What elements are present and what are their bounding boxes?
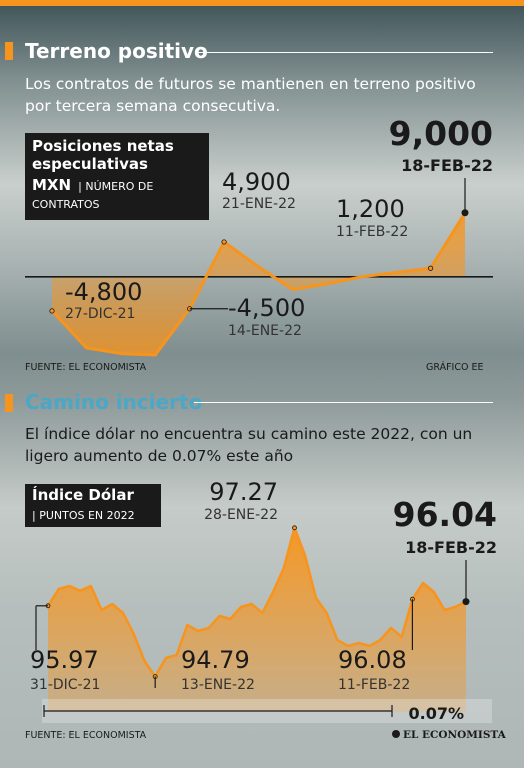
section1-intro: Los contratos de futuros se mantienen en… — [25, 75, 476, 115]
chart2-date-label-2: 28-ENE-22 — [204, 507, 278, 523]
chart1-value-label-1: -4,500 — [228, 294, 305, 322]
chart2-date-label-1: 13-ENE-22 — [181, 677, 255, 693]
chart1-box-title: Posiciones netas especulativas — [32, 137, 174, 173]
chart1-box-mxn: MXN — [32, 176, 72, 194]
chart2-value-label-4: 96.04 — [393, 495, 497, 534]
section1-title: Terreno positivo — [25, 39, 208, 63]
chart1-date-label-4: 18-FEB-22 — [401, 156, 493, 175]
chart2-source: FUENTE: EL ECONOMISTA — [25, 730, 147, 741]
chart1-point-0 — [49, 308, 55, 314]
chart1-box-unit-a: | NÚMERO DE — [78, 180, 154, 193]
chart1-point-3 — [427, 265, 434, 271]
chart2-box-title: Índice Dólar — [32, 486, 134, 504]
chart2-date-label-3: 11-FEB-22 — [338, 677, 410, 693]
section2-title: Camino incierto — [25, 390, 203, 414]
chart2-date-label-0: 31-DIC-21 — [30, 677, 100, 693]
chart2-change-label: 0.07% — [408, 704, 464, 723]
chart2-date-label-4: 18-FEB-22 — [405, 538, 497, 557]
section1-accent-mark — [5, 42, 13, 60]
chart2-area — [48, 527, 466, 712]
section2-title-rule — [194, 402, 493, 403]
chart1-date-label-2: 21-ENE-22 — [222, 196, 296, 212]
chart2-value-label-0: 95.97 — [30, 646, 99, 674]
top-accent-bar — [0, 0, 524, 6]
chart2-box-unit: | PUNTOS EN 2022 — [32, 509, 135, 522]
chart1-value-label-0: -4,800 — [65, 278, 142, 306]
chart1-series-line — [50, 211, 467, 357]
section2-accent-mark — [5, 394, 13, 412]
chart2-value-label-3: 96.08 — [338, 646, 407, 674]
chart2-series-line — [46, 526, 467, 678]
chart1-source: FUENTE: EL ECONOMISTA — [25, 362, 147, 373]
chart1-value-label-3: 1,200 — [336, 195, 405, 223]
section2-intro: El índice dólar no encuentra su camino e… — [25, 425, 473, 465]
chart1-area-positive — [206, 212, 465, 277]
chart1-date-label-0: 27-DIC-21 — [65, 306, 135, 322]
chart1-label-box: Posiciones netas especulativas MXN | NÚM… — [25, 133, 209, 220]
chart2-point-2 — [292, 525, 297, 531]
section1-title-rule — [197, 52, 493, 53]
chart1-point-2 — [221, 239, 227, 245]
brand-logo: EL ECONOMISTA — [392, 729, 506, 741]
chart1-date-label-1: 14-ENE-22 — [228, 323, 302, 339]
chart2-value-label-2: 97.27 — [209, 478, 278, 506]
chart1-box-unit-b: CONTRATOS — [32, 198, 100, 211]
chart1-value-label-2: 4,900 — [222, 168, 291, 196]
chart2-value-label-1: 94.79 — [181, 646, 250, 674]
chart1-area-negative — [52, 276, 465, 355]
chart1-value-label-4: 9,000 — [389, 114, 493, 153]
brand-name: EL ECONOMISTA — [403, 729, 506, 741]
chart1-credit: GRÁFICO EE — [426, 362, 484, 373]
chart2-label-box: Índice Dólar | PUNTOS EN 2022 — [25, 484, 161, 527]
chart1-box-line: MXN | NÚMERO DE — [32, 175, 153, 194]
brand-dot-icon — [392, 730, 400, 738]
chart1-date-label-3: 11-FEB-22 — [336, 224, 408, 240]
